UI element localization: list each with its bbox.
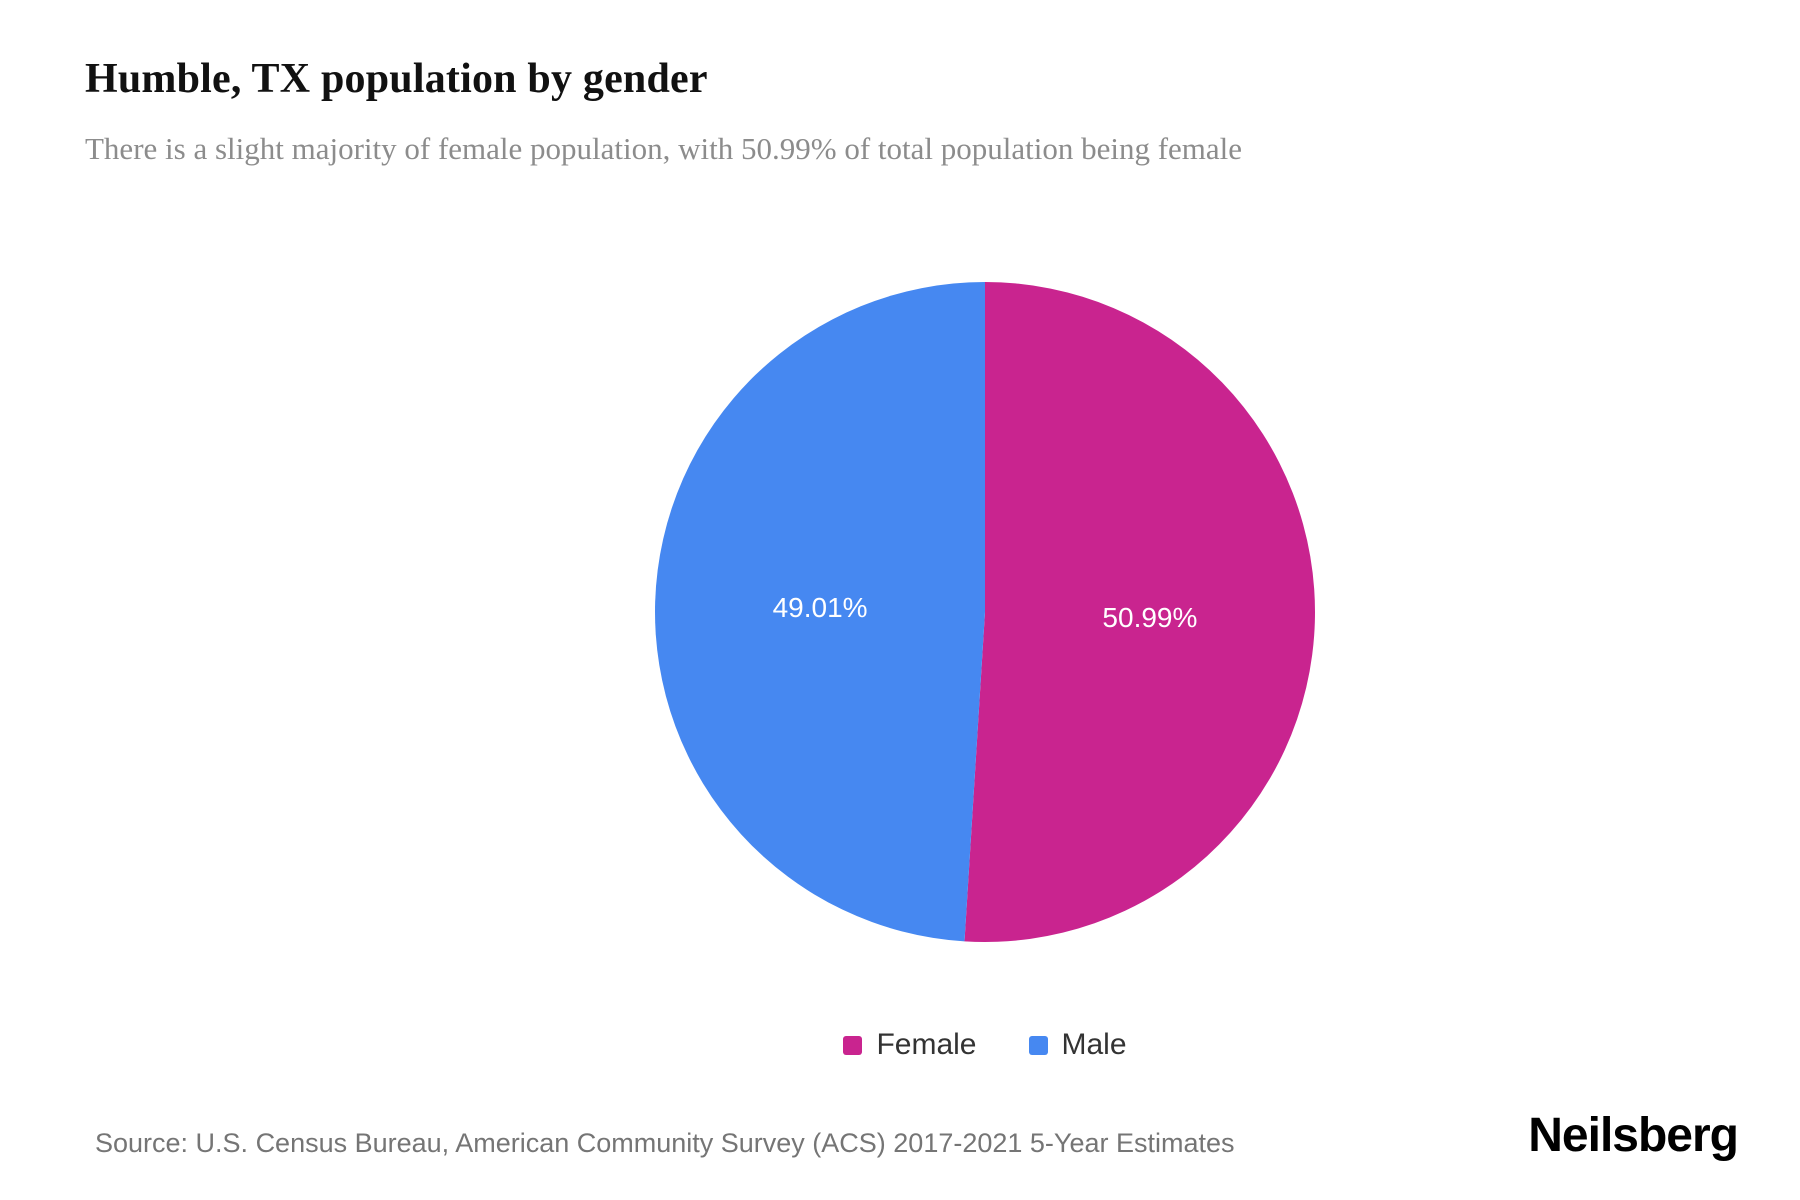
pie-slice-male[interactable] bbox=[655, 282, 985, 942]
female-swatch-icon bbox=[843, 1035, 863, 1055]
chart-header: Humble, TX population by gender There is… bbox=[85, 55, 1715, 167]
slice-label-male: 49.01% bbox=[773, 592, 868, 623]
source-attribution: Source: U.S. Census Bureau, American Com… bbox=[95, 1128, 1235, 1158]
male-swatch-icon bbox=[1028, 1035, 1048, 1055]
chart-legend: Female Male bbox=[645, 1028, 1325, 1062]
pie-chart: 50.99% 49.01% bbox=[645, 272, 1325, 952]
neilsberg-logo: Neilsberg bbox=[1528, 1109, 1739, 1162]
legend-label-female: Female bbox=[876, 1028, 977, 1061]
legend-label-male: Male bbox=[1061, 1028, 1127, 1061]
pie-chart-svg: 50.99% 49.01% bbox=[655, 282, 1316, 942]
legend-item-male[interactable]: Male bbox=[1028, 1028, 1127, 1062]
pie-slice-female[interactable] bbox=[964, 282, 1316, 942]
slice-label-female: 50.99% bbox=[1102, 602, 1197, 633]
page-title: Humble, TX population by gender bbox=[85, 56, 708, 102]
legend-item-female[interactable]: Female bbox=[843, 1028, 977, 1062]
page-subtitle: There is a slight majority of female pop… bbox=[85, 131, 1243, 166]
